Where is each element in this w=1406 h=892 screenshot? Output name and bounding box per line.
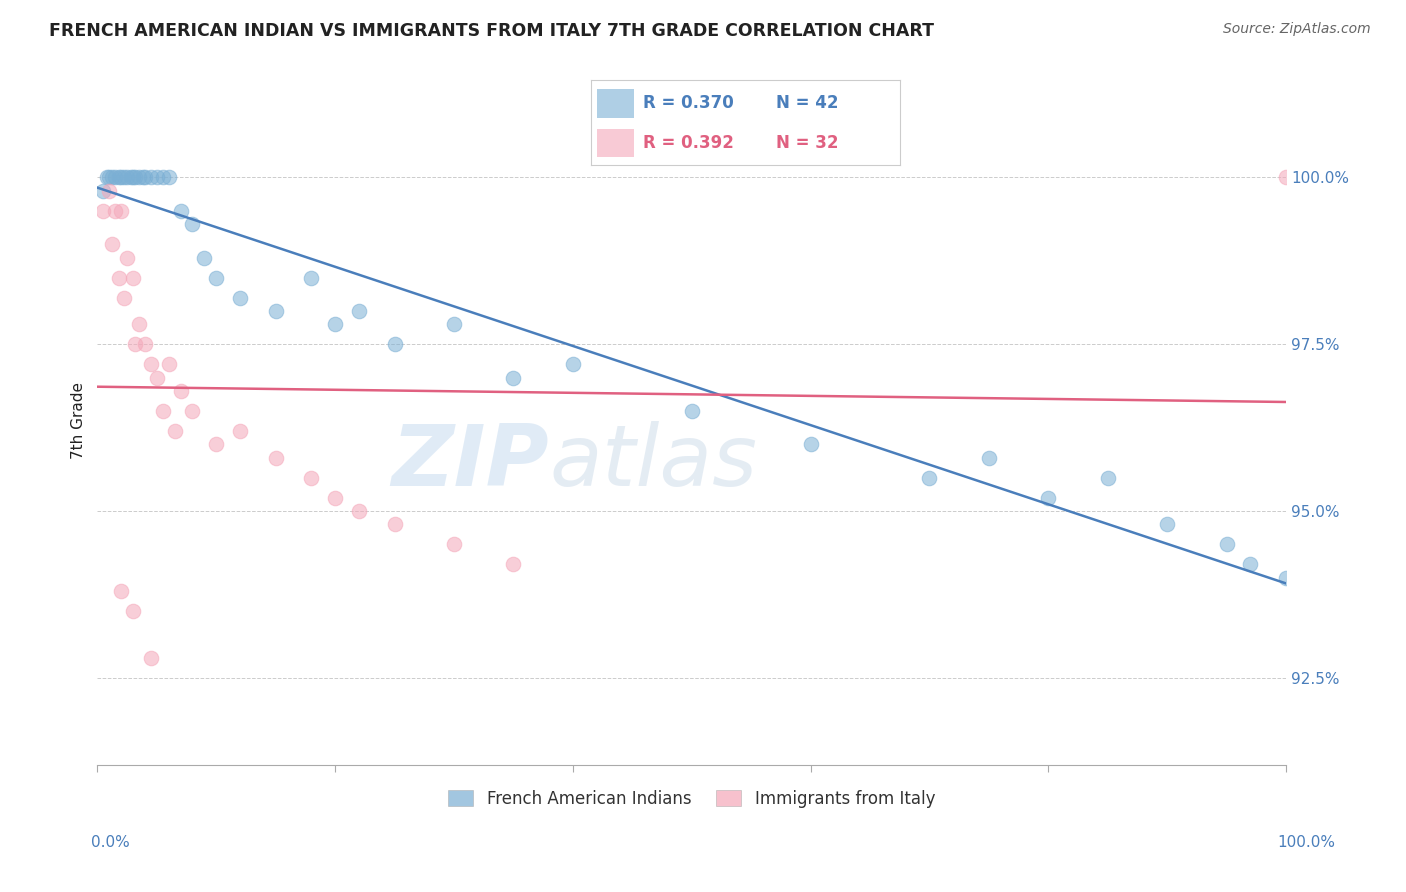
Text: 100.0%: 100.0%	[1278, 836, 1336, 850]
Point	[443, 318, 465, 332]
Point	[107, 170, 129, 185]
Point	[112, 170, 135, 185]
Point	[229, 291, 252, 305]
Point	[323, 318, 346, 332]
Point	[205, 437, 228, 451]
Point	[347, 504, 370, 518]
Point	[1275, 571, 1298, 585]
Point	[98, 170, 121, 185]
Point	[264, 304, 287, 318]
Point	[110, 584, 132, 599]
Point	[104, 170, 127, 185]
Point	[122, 604, 145, 618]
Legend: French American Indians, Immigrants from Italy: French American Indians, Immigrants from…	[441, 783, 942, 814]
Point	[134, 170, 156, 185]
Text: R = 0.392: R = 0.392	[643, 134, 734, 152]
Point	[91, 203, 114, 218]
Point	[229, 424, 252, 438]
Point	[181, 217, 204, 231]
Text: FRENCH AMERICAN INDIAN VS IMMIGRANTS FROM ITALY 7TH GRADE CORRELATION CHART: FRENCH AMERICAN INDIAN VS IMMIGRANTS FRO…	[49, 22, 934, 40]
Point	[163, 424, 186, 438]
Point	[104, 203, 127, 218]
Point	[146, 170, 169, 185]
Point	[1097, 471, 1119, 485]
Point	[299, 471, 322, 485]
Point	[681, 404, 703, 418]
Text: N = 42: N = 42	[776, 95, 838, 112]
Point	[120, 170, 142, 185]
Text: ZIP: ZIP	[391, 421, 548, 504]
Point	[977, 450, 1000, 465]
Point	[152, 404, 174, 418]
Point	[124, 170, 146, 185]
Point	[124, 337, 146, 351]
Point	[139, 650, 162, 665]
Point	[299, 270, 322, 285]
Point	[122, 170, 145, 185]
Point	[443, 537, 465, 551]
Point	[502, 558, 524, 572]
Point	[169, 384, 191, 398]
Text: Source: ZipAtlas.com: Source: ZipAtlas.com	[1223, 22, 1371, 37]
Point	[502, 370, 524, 384]
Point	[1239, 558, 1261, 572]
FancyBboxPatch shape	[596, 89, 634, 118]
Point	[384, 337, 406, 351]
Point	[128, 170, 150, 185]
Point	[96, 170, 118, 185]
Text: atlas: atlas	[548, 421, 756, 504]
Point	[1038, 491, 1060, 505]
Point	[1215, 537, 1237, 551]
Point	[1275, 170, 1298, 185]
Point	[152, 170, 174, 185]
Point	[169, 203, 191, 218]
Point	[128, 318, 150, 332]
Point	[98, 184, 121, 198]
Point	[110, 170, 132, 185]
Point	[157, 170, 180, 185]
Point	[146, 370, 169, 384]
Text: N = 32: N = 32	[776, 134, 838, 152]
Point	[799, 437, 821, 451]
FancyBboxPatch shape	[596, 128, 634, 157]
Point	[112, 291, 135, 305]
Y-axis label: 7th Grade: 7th Grade	[72, 383, 86, 459]
Point	[1156, 517, 1178, 532]
Point	[91, 184, 114, 198]
Point	[323, 491, 346, 505]
Point	[115, 251, 138, 265]
Point	[131, 170, 153, 185]
Point	[100, 170, 122, 185]
Text: 0.0%: 0.0%	[91, 836, 131, 850]
Point	[918, 471, 941, 485]
Point	[107, 270, 129, 285]
Point	[122, 270, 145, 285]
Point	[100, 237, 122, 252]
Point	[181, 404, 204, 418]
Point	[384, 517, 406, 532]
Point	[110, 203, 132, 218]
Point	[264, 450, 287, 465]
Point	[193, 251, 215, 265]
Point	[139, 170, 162, 185]
Point	[561, 357, 583, 371]
Point	[157, 357, 180, 371]
Point	[115, 170, 138, 185]
Point	[139, 357, 162, 371]
Point	[347, 304, 370, 318]
Point	[134, 337, 156, 351]
Point	[205, 270, 228, 285]
Text: R = 0.370: R = 0.370	[643, 95, 734, 112]
